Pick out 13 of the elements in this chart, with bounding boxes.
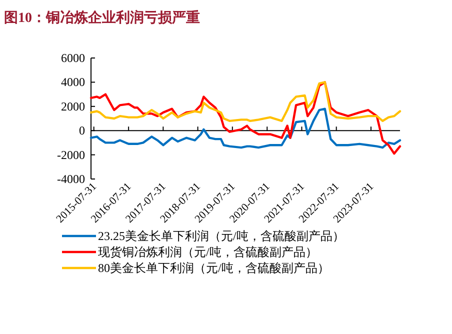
y-tick-label: 0 bbox=[79, 124, 85, 138]
legend-label: 23.25美金长单下利润（元/吨，含硫酸副产品） bbox=[98, 229, 344, 243]
line-series bbox=[90, 81, 402, 122]
y-tick-label: 2000 bbox=[61, 99, 85, 114]
y-tick-label: 6000 bbox=[61, 51, 85, 65]
y-tick-label: 4000 bbox=[61, 75, 85, 90]
line-series bbox=[90, 108, 402, 149]
legend-label: 现货铜冶炼利润（元/吨，含硫酸副产品） bbox=[98, 245, 318, 259]
legend-label: 80美金长单下利润（元/吨，含硫酸副产品） bbox=[98, 261, 330, 275]
line-series bbox=[90, 81, 402, 155]
chart-title: 图10：铜冶炼企业利润亏损严重 bbox=[4, 9, 200, 26]
y-tick-label: -4000 bbox=[57, 172, 85, 186]
y-tick-label: -2000 bbox=[57, 148, 85, 162]
